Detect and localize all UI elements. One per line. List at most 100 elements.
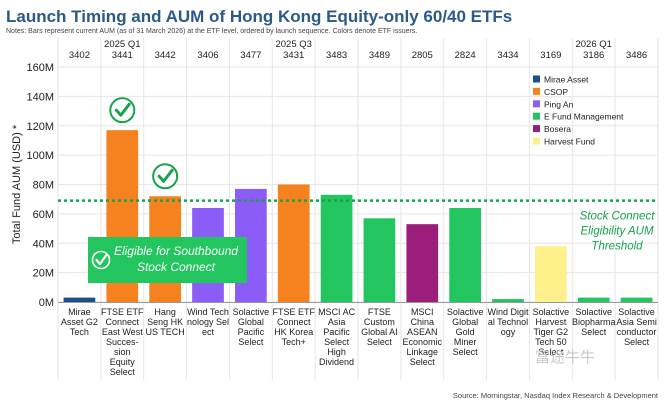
x-tick-label-line: nology Sel	[187, 317, 229, 327]
ticker-code: 3442	[155, 50, 176, 61]
ticker-code: 3477	[240, 50, 261, 61]
x-tick-label: FTSE Custom Global AI Select	[361, 307, 398, 347]
x-tick-label-line: Select	[238, 337, 264, 347]
threshold-line: Stock Connect Eligibility AUM Threshold	[58, 199, 658, 253]
x-tick-label-line: FTSE	[368, 307, 391, 317]
ticker-code: 3186	[583, 50, 604, 61]
launch-quarter-labels: 2025 Q1 2025 Q3 2026 Q1	[104, 39, 612, 50]
x-tick-label: Mirae Asset G2 Tech	[61, 307, 98, 337]
x-tick-label-line: Pacific	[238, 327, 265, 337]
x-tick-label-line: Linkage	[407, 347, 439, 357]
y-tick-label: 20M	[33, 268, 54, 280]
legend-swatch	[533, 125, 540, 133]
x-tick-label-line: Seng HK	[147, 317, 183, 327]
eligible-callout: Eligible for Southbound Stock Connect	[88, 237, 247, 283]
x-tick-label: Solactive Asia Semi conductor Select	[616, 307, 657, 347]
x-tick-label-line: Tech 50	[535, 337, 567, 347]
y-tick-label: 100M	[26, 150, 54, 162]
x-tick-label: Solactive Global Pacific Select	[233, 307, 270, 347]
threshold-label: Stock Connect	[580, 211, 656, 223]
x-tick-label-line: Global	[452, 317, 478, 327]
legend-entry: E Fund Management	[544, 112, 624, 122]
x-tick-label-line: High	[327, 347, 346, 357]
legend-swatch	[533, 87, 540, 95]
check-icon	[152, 163, 179, 190]
check-circle	[152, 163, 179, 190]
ticker-code: 3486	[626, 50, 647, 61]
x-tick-label-line: US TECH	[145, 327, 184, 337]
x-tick-label-line: conductor	[617, 327, 657, 337]
legend-swatch	[533, 75, 540, 83]
x-tick-label-line: Global	[238, 317, 264, 327]
eligible-label: Eligible for Southbound	[114, 244, 238, 258]
x-tick-label-line: Tiger G2	[534, 327, 569, 337]
x-tick-label: Hang Seng HK US TECH	[145, 307, 184, 337]
x-tick-label-line: FTSE ETF	[272, 307, 315, 317]
x-tick-label-line: FTSE ETF	[101, 307, 144, 317]
legend-entry: Bosera	[544, 124, 571, 134]
bar	[577, 297, 610, 302]
x-tick-label-line: Asset G2	[61, 317, 98, 327]
x-tick-label-line: Biopharma	[572, 317, 616, 327]
legend-swatch	[533, 112, 540, 120]
x-tick-label-line: ASEAN	[407, 327, 438, 337]
y-axis-label: Total Fund AUM (USD) *	[11, 124, 23, 244]
legend-swatch	[533, 137, 540, 145]
x-tick-label-line: HK Korea	[274, 327, 313, 337]
x-tick-label-line: MSCI	[411, 307, 434, 317]
x-tick-label-line: Connect	[106, 317, 140, 327]
x-tick-label-line: Equity	[110, 357, 136, 367]
x-tick-label-line: Asia Semi	[616, 317, 657, 327]
x-tick-label-line: Solactive	[233, 307, 270, 317]
x-tick-label-line: China	[411, 317, 435, 327]
watermark: 富途牛牛	[535, 348, 595, 366]
x-tick-label-line: sion	[114, 347, 131, 357]
threshold-label: Threshold	[591, 241, 643, 253]
chart-title: Launch Timing and AUM of Hong Kong Equit…	[6, 7, 512, 26]
x-tick-label-line: Succes-	[106, 337, 139, 347]
bar	[449, 208, 481, 302]
y-tick-label: 160M	[26, 62, 54, 74]
bars	[63, 97, 653, 302]
x-tick-label-line: MSCI AC	[318, 307, 356, 317]
legend-swatch	[533, 100, 540, 108]
x-tick-label-line: Select	[538, 347, 564, 357]
y-tick-label: 60M	[33, 209, 54, 221]
x-tick-label-line: Solactive	[447, 307, 484, 317]
eligible-check-circle	[91, 250, 111, 270]
ticker-code: 3402	[69, 50, 90, 61]
source-note: Source: Morningstar, Nasdaq Index Resear…	[453, 391, 659, 400]
x-tick-label-line: ogy	[501, 327, 516, 337]
ticker-code: 3489	[369, 50, 390, 61]
y-tick-label: 120M	[26, 121, 54, 133]
eligible-check-icon	[95, 254, 108, 266]
y-gridlines	[57, 38, 659, 380]
y-tick-label: 0M	[39, 297, 54, 309]
x-tick-label: MSCI AC Asia Pacific Select High Dividend	[318, 307, 356, 367]
eligible-label: Stock Connect	[137, 260, 216, 274]
x-tick-label-line: Economic	[403, 337, 443, 347]
check-icon	[109, 97, 136, 124]
legend: Mirae Asset CSOP Ping An E Fund Management B…	[533, 75, 624, 147]
x-tick-label-line: Select	[624, 337, 650, 347]
x-tick-label: FTSE ETF Connect HK Korea Tech+	[272, 307, 315, 347]
ticker-code: 2824	[455, 50, 476, 61]
bar	[63, 297, 96, 302]
ticker-code: 3169	[540, 50, 561, 61]
x-tick-label-line: ect	[202, 327, 215, 337]
quarter-label: 2025 Q1	[104, 39, 140, 50]
x-tick-label-line: Solactive	[618, 307, 655, 317]
ticker-code: 3441	[112, 50, 133, 61]
quarter-label: 2026 Q1	[575, 39, 611, 50]
x-tick-label: MSCI China ASEAN Economic Linkage Select	[403, 307, 443, 367]
x-tick-label-line: Custom	[364, 317, 395, 327]
x-tick-label-line: al Technol	[488, 317, 528, 327]
x-tick-label-line: Global AI	[361, 327, 398, 337]
x-tick-label-line: Wind Digit	[487, 307, 529, 317]
x-tick-label: Solactive Harvest Tiger G2 Tech 50 Select	[533, 307, 570, 357]
x-tick-label-line: Miner	[454, 337, 477, 347]
x-tick-label-line: East West	[102, 327, 143, 337]
quarter-label: 2025 Q3	[275, 39, 311, 50]
